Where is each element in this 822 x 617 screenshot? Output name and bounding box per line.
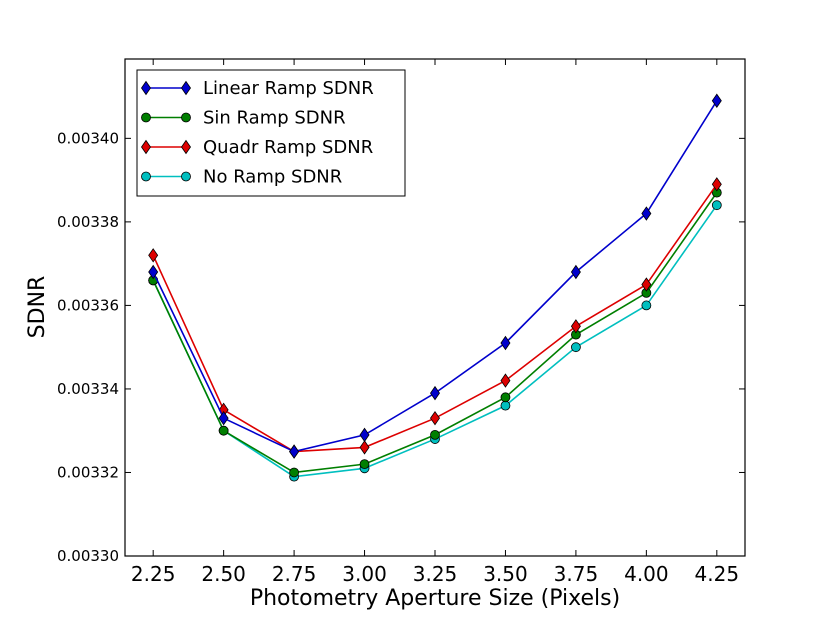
legend-marker <box>181 112 191 123</box>
data-point <box>289 444 300 459</box>
legend-label: Linear Ramp SDNR <box>203 78 374 99</box>
legend-label: Quadr Ramp SDNR <box>203 137 373 158</box>
x-tick-label: 2.75 <box>272 562 317 586</box>
data-point <box>641 277 652 292</box>
data-point <box>570 319 581 334</box>
y-tick-label: 0.00330 <box>57 547 119 565</box>
y-axis-label: SDNR <box>25 276 50 339</box>
legend-entry: Sin Ramp SDNR <box>141 108 346 129</box>
legend-marker <box>181 80 191 96</box>
data-point <box>430 429 440 440</box>
x-axis-label: Photometry Aperture Size (Pixels) <box>250 586 620 611</box>
legend: Linear Ramp SDNR Sin Ramp SDNR Quadr Ramp … <box>136 69 406 197</box>
x-axis: 2.25 2.50 2.75 3.00 3.25 3.50 3.75 4.00 4.25 <box>131 59 739 586</box>
data-point <box>500 373 511 388</box>
y-tick-label: 0.00334 <box>57 380 119 398</box>
legend-marker <box>141 112 151 123</box>
data-point <box>430 385 440 401</box>
data-point <box>641 300 652 311</box>
data-point <box>359 440 370 455</box>
x-tick-label: 3.00 <box>342 562 387 586</box>
data-point <box>359 459 370 470</box>
legend-entry: Linear Ramp SDNR <box>141 78 374 99</box>
series-sin-ramp-sdnr <box>148 187 722 478</box>
series-linear-ramp-sdnr <box>148 93 722 459</box>
data-point <box>641 206 652 221</box>
legend-label: No Ramp SDNR <box>203 167 342 188</box>
data-point <box>571 342 581 353</box>
plot-area <box>148 93 722 482</box>
x-tick-label: 4.25 <box>695 562 740 586</box>
legend-marker <box>141 80 151 96</box>
legend-entry: No Ramp SDNR <box>141 167 342 188</box>
data-point <box>711 177 722 192</box>
legend-marker <box>181 139 191 155</box>
data-point <box>430 410 440 426</box>
data-point <box>711 200 722 211</box>
data-point <box>500 400 511 411</box>
x-tick-label: 3.50 <box>483 562 528 586</box>
legend-marker <box>141 139 151 155</box>
y-tick-label: 0.00338 <box>57 213 119 231</box>
data-point <box>570 264 581 280</box>
x-tick-label: 3.75 <box>554 562 599 586</box>
x-tick-label: 4.00 <box>624 562 669 586</box>
x-tick-label: 2.50 <box>201 562 246 586</box>
data-point <box>148 264 159 280</box>
data-point <box>359 427 370 443</box>
legend-entry: Quadr Ramp SDNR <box>141 137 373 158</box>
data-point <box>218 425 229 436</box>
data-point <box>218 410 229 426</box>
y-tick-label: 0.00340 <box>57 129 119 147</box>
data-point <box>500 335 511 351</box>
x-tick-label: 2.25 <box>131 562 176 586</box>
legend-label: Sin Ramp SDNR <box>203 108 346 129</box>
y-tick-label: 0.00336 <box>57 296 119 314</box>
legend-marker <box>141 171 151 182</box>
series-quadr-ramp-sdnr <box>148 177 722 459</box>
data-point <box>289 467 299 478</box>
data-point <box>711 93 722 108</box>
data-point <box>148 248 159 263</box>
x-tick-label: 3.25 <box>413 562 458 586</box>
y-tick-label: 0.00332 <box>57 463 119 481</box>
legend-marker <box>181 171 191 182</box>
y-axis: 0.00330 0.00332 0.00334 0.00336 0.00338 0.003… <box>57 129 745 565</box>
data-point <box>500 392 511 403</box>
